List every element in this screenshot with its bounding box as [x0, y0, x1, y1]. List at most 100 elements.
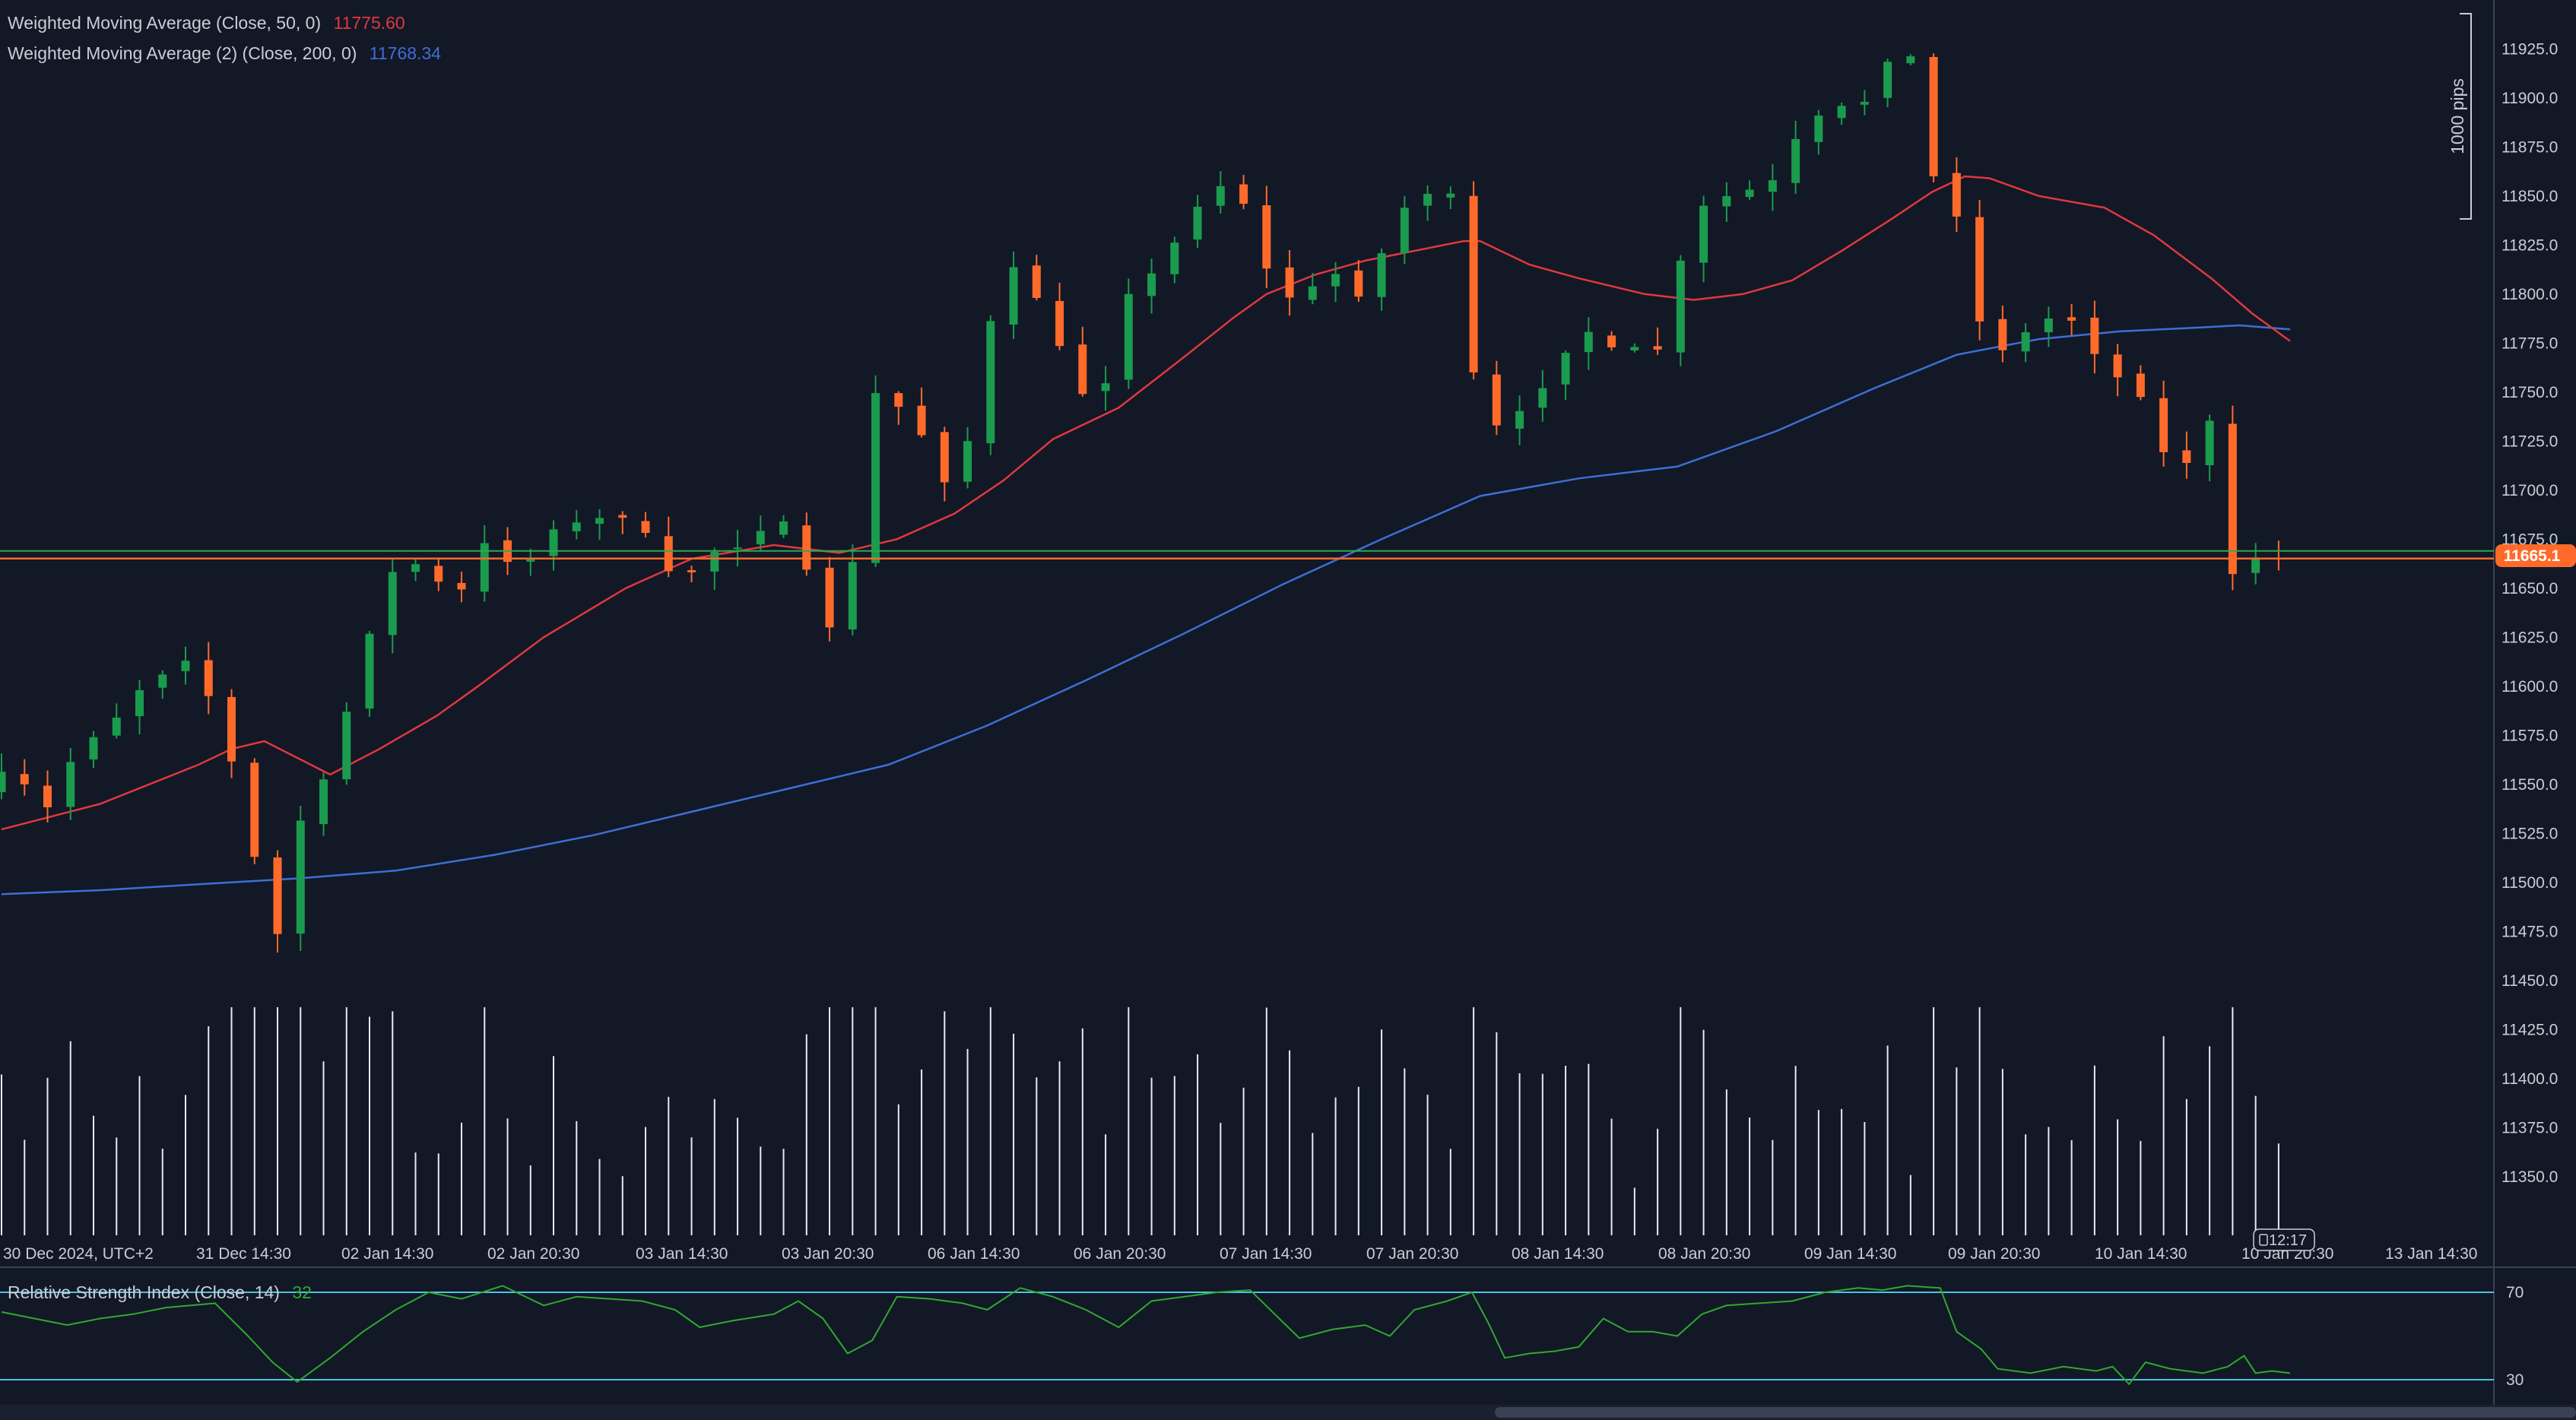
y-tick-label: 11600.0 [2501, 678, 2558, 696]
candle-body [1400, 208, 1409, 253]
candle-body [1653, 346, 1662, 350]
candle-body [1216, 185, 1225, 206]
candle-body [2159, 398, 2168, 452]
candle-body [986, 321, 995, 444]
candle-body [66, 762, 75, 807]
candle-body [1193, 206, 1202, 240]
price-badge-bg [2495, 544, 2576, 567]
candle-body [1561, 353, 1570, 385]
horizontal-line-layer [0, 550, 2494, 560]
candle-body [1032, 265, 1041, 298]
y-tick-label: 11825.0 [2501, 236, 2558, 254]
candle-body [779, 521, 788, 535]
candle-body [1239, 184, 1248, 204]
y-tick-label: 11375.0 [2501, 1119, 2558, 1136]
candle-body [733, 547, 742, 550]
candle-body [1722, 196, 1731, 207]
candle-body [963, 441, 972, 482]
candle-body [1998, 319, 2007, 350]
x-tick-label: 06 Jan 14:30 [928, 1245, 1020, 1263]
candle-body [1745, 189, 1754, 198]
legend-rsi[interactable]: Relative Strength Index (Close, 14) 32 [8, 1282, 312, 1302]
x-tick-label: 07 Jan 20:30 [1366, 1245, 1458, 1263]
candle-body [480, 543, 489, 592]
x-tick-label: 02 Jan 14:30 [341, 1245, 433, 1263]
wma200-label: Weighted Moving Average (2) (Close, 200,… [8, 43, 357, 63]
x-axis: 30 Dec 2024, UTC+2 31 Dec 14:30 02 Jan 14:… [3, 1245, 2477, 1263]
candle-body [388, 572, 397, 636]
candle-body [2182, 450, 2191, 463]
y-tick-label: 11625.0 [2501, 629, 2558, 646]
candle-body [1630, 347, 1639, 350]
candle-body [1791, 138, 1800, 183]
candle-body [1331, 274, 1340, 287]
candle-body [710, 552, 719, 572]
horizontal-scrollbar-thumb[interactable] [1495, 1407, 2576, 1418]
candle-body [2113, 354, 2122, 378]
x-tick-label: 09 Jan 20:30 [1948, 1245, 2040, 1263]
candle-body [1423, 193, 1432, 206]
legend-wma200[interactable]: Weighted Moving Average (2) (Close, 200,… [8, 43, 441, 63]
candle-body [181, 661, 190, 671]
y-tick-label: 11775.0 [2501, 334, 2558, 352]
candle-body [802, 525, 811, 570]
y-tick-label: 11850.0 [2501, 188, 2558, 205]
candle-body [227, 696, 236, 762]
candle-body [1170, 242, 1179, 274]
candle-body [1607, 335, 1616, 347]
candle-body [1078, 344, 1087, 395]
y-tick-label: 11800.0 [2501, 286, 2558, 303]
legend-wma50[interactable]: Weighted Moving Average (Close, 50, 0) 1… [8, 13, 405, 33]
candle-body [250, 762, 259, 857]
candle-body [1929, 56, 1938, 176]
candle-body [20, 774, 29, 784]
rsi-level-label: 30 [2506, 1371, 2524, 1389]
wma50-value: 11775.60 [334, 13, 405, 33]
candle-body [595, 518, 604, 525]
candle-body [342, 712, 351, 780]
y-tick-label: 11750.0 [2501, 384, 2558, 401]
candle-body [917, 405, 926, 436]
y-tick-label: 11900.0 [2501, 90, 2558, 107]
scale-bracket-label: 1000 pips [2448, 78, 2467, 154]
scale-bracket [2460, 13, 2472, 220]
svg-text:Relative Strength Index (Close: Relative Strength Index (Close, 14) 32 [8, 1282, 312, 1302]
candle-body [894, 393, 903, 407]
candle-body [1354, 270, 1363, 297]
clock-icon [2259, 1234, 2268, 1246]
y-tick-label: 11875.0 [2501, 138, 2558, 156]
candle-body [411, 564, 420, 572]
candle-body [1676, 260, 1685, 353]
y-tick-label: 11475.0 [2501, 923, 2558, 940]
candle-body [204, 660, 213, 696]
y-tick-label: 11550.0 [2501, 776, 2558, 794]
candle-body [1837, 106, 1846, 119]
candle-body [618, 515, 627, 518]
y-tick-label: 11575.0 [2501, 727, 2558, 744]
y-tick-label: 11525.0 [2501, 825, 2558, 842]
candle-body [1814, 115, 1823, 142]
y-tick-label: 11425.0 [2501, 1021, 2558, 1038]
y-tick-label: 11725.0 [2501, 433, 2558, 450]
candle-body [572, 522, 581, 531]
candle-body [1952, 173, 1961, 217]
candle-body [365, 633, 374, 709]
candle-body [1515, 410, 1524, 429]
candle-body [158, 674, 167, 688]
x-tick-label: 08 Jan 20:30 [1658, 1245, 1750, 1263]
candle-body [112, 718, 121, 736]
candle-body [135, 689, 144, 717]
candle-body [43, 785, 52, 807]
candle-body [1262, 205, 1271, 269]
x-tick-label: 30 Dec 2024, UTC+2 [3, 1245, 154, 1263]
candle-body [1009, 267, 1018, 325]
candle-body [1055, 300, 1064, 347]
candle-body [2228, 423, 2237, 575]
x-tick-label: 02 Jan 20:30 [487, 1245, 579, 1263]
rsi-value: 32 [292, 1282, 312, 1302]
rsi-pane: 70 30 [0, 1284, 2524, 1389]
candle-body [2021, 332, 2030, 352]
time-badge: 12:17 [2269, 1232, 2307, 1249]
candle-body [2044, 319, 2053, 333]
